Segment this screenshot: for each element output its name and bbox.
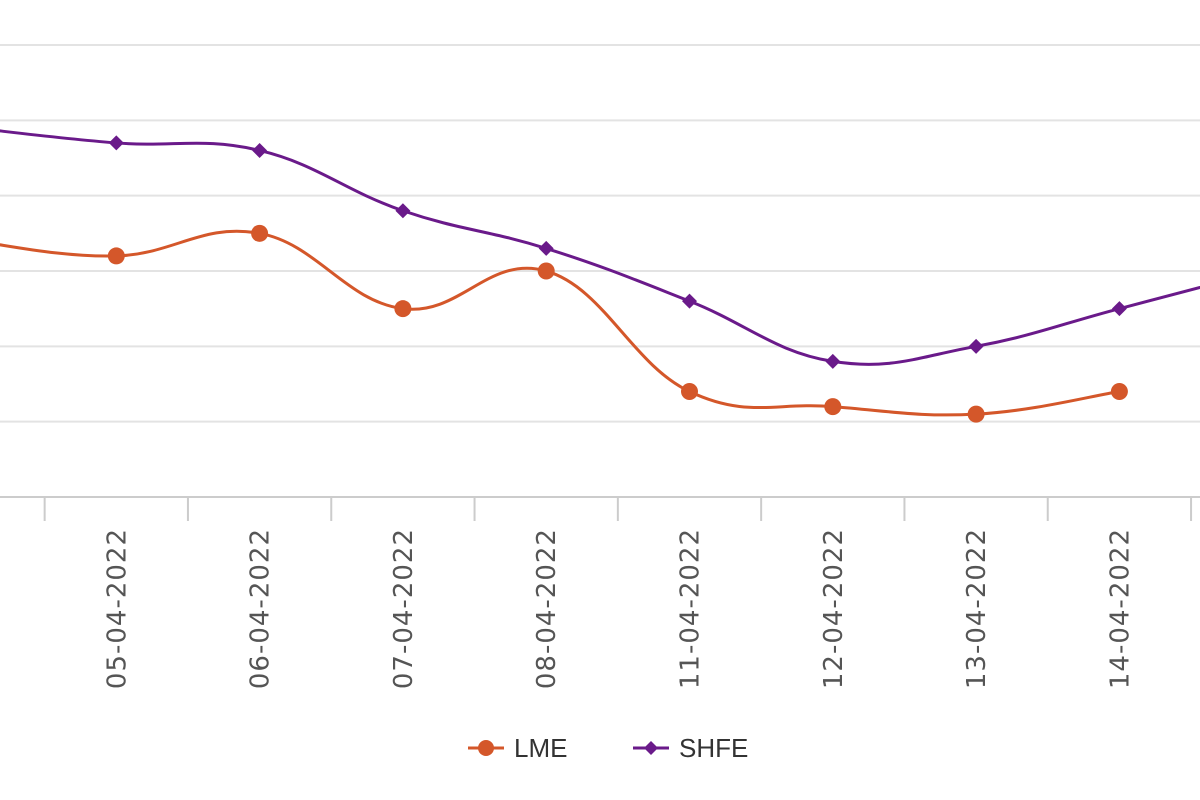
legend[interactable]: LME SHFE: [468, 733, 748, 763]
legend-item-shfe[interactable]: SHFE: [633, 733, 748, 763]
data-point-shfe[interactable]: [825, 353, 841, 369]
data-point-shfe[interactable]: [252, 142, 268, 158]
series-lme: [0, 224, 1128, 423]
data-point-lme[interactable]: [1110, 383, 1128, 401]
legend-item-lme[interactable]: LME: [468, 733, 567, 763]
x-tick-label: 13-04-2022: [962, 528, 992, 689]
x-tick-label: 05-04-2022: [102, 528, 132, 689]
data-point-shfe[interactable]: [682, 293, 697, 309]
x-tick-label: 08-04-2022: [532, 528, 562, 689]
data-point-lme[interactable]: [681, 383, 698, 401]
legend-label: SHFE: [679, 733, 748, 763]
data-point-shfe[interactable]: [538, 240, 554, 256]
x-tick-label: 07-04-2022: [389, 528, 419, 689]
data-point-lme[interactable]: [394, 300, 412, 318]
legend-label: LME: [514, 733, 567, 763]
series-layer: [0, 129, 1200, 423]
x-tick-label: 06-04-2022: [246, 528, 276, 689]
series-line-shfe: [0, 129, 1200, 366]
data-point-lme[interactable]: [537, 262, 555, 280]
x-tick-label: 11-04-2022: [676, 528, 706, 689]
data-point-lme[interactable]: [251, 224, 269, 242]
x-tick-label: 14-04-2022: [1105, 528, 1135, 689]
data-point-lme[interactable]: [824, 398, 842, 416]
series-shfe: [0, 129, 1200, 369]
x-axis: 04-04-202205-04-202206-04-202207-04-2022…: [0, 496, 1200, 689]
data-point-shfe[interactable]: [108, 135, 124, 151]
circle-marker-icon: [478, 740, 494, 756]
data-point-lme[interactable]: [967, 405, 985, 423]
data-point-shfe[interactable]: [1111, 301, 1127, 317]
data-point-shfe[interactable]: [395, 203, 411, 219]
data-point-lme[interactable]: [107, 247, 125, 265]
diamond-marker-icon: [644, 741, 658, 755]
gridlines: [0, 44, 1200, 423]
series-line-lme: [0, 229, 1120, 417]
data-point-shfe[interactable]: [968, 338, 984, 354]
x-tick-label: 12-04-2022: [819, 528, 849, 689]
